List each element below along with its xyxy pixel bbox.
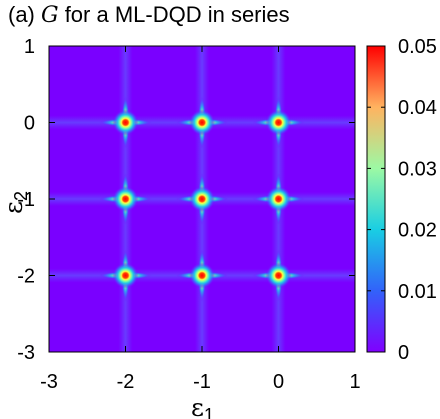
x-tick-label: 1 xyxy=(349,371,360,393)
colorbar-tick-label: 0 xyxy=(398,342,409,364)
y-axis-ticks: -3 -2 -1 0 1 xyxy=(17,36,355,364)
colorbar-scale xyxy=(366,45,386,353)
y-axis-label: ε2 xyxy=(0,191,31,214)
colorbar-tick-label: 0.04 xyxy=(398,97,437,119)
x-tick-label: -2 xyxy=(117,371,135,393)
conductance-peak xyxy=(112,109,139,136)
y-tick-label: -1 xyxy=(17,189,35,211)
y-tick-label: 1 xyxy=(24,36,35,58)
y-tick-label: -2 xyxy=(17,266,35,288)
colorbar-tick-label: 0.05 xyxy=(398,36,437,58)
colorbar-tick-label: 0.03 xyxy=(398,158,437,180)
heatmap-field xyxy=(49,46,355,352)
x-axis-ticks: -3 -2 -1 0 1 xyxy=(40,46,361,393)
conductance-peak xyxy=(189,109,215,136)
chart-title: (a) G for a ML-DQD in series xyxy=(8,2,290,28)
colorbar: 0 0.01 0.02 0.03 0.04 0.05 xyxy=(366,36,437,364)
x-tick-label: -1 xyxy=(193,371,211,393)
conductance-peak xyxy=(189,262,215,289)
plot-area xyxy=(48,45,356,353)
y-tick-label: -3 xyxy=(17,342,35,364)
conductance-peak xyxy=(265,262,292,289)
conductance-peak xyxy=(265,186,292,212)
y-tick-label: 0 xyxy=(24,113,35,135)
conductance-peak xyxy=(265,109,292,136)
x-tick-label: -3 xyxy=(40,371,58,393)
colorbar-tick-label: 0.01 xyxy=(398,281,437,303)
x-axis-label: ε1 xyxy=(191,393,214,419)
conductance-peak xyxy=(112,186,139,212)
conductance-peak xyxy=(189,186,215,212)
colorbar-tick-label: 0.02 xyxy=(398,220,437,242)
conductance-peak xyxy=(112,262,139,289)
x-tick-label: 0 xyxy=(273,371,284,393)
